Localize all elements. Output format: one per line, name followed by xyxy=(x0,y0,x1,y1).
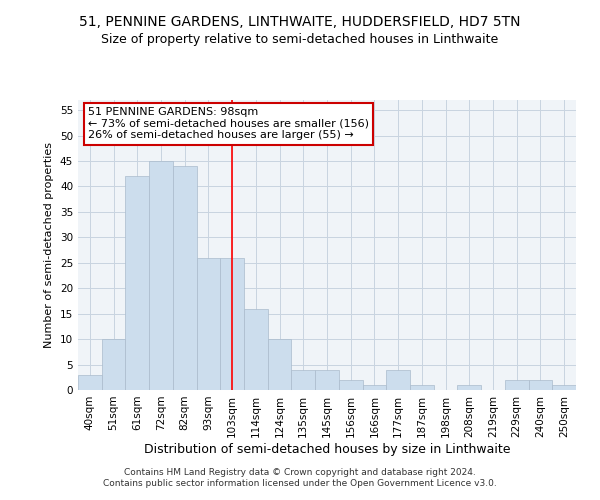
Bar xyxy=(78,374,102,390)
Bar xyxy=(386,370,410,390)
Text: 51 PENNINE GARDENS: 98sqm
← 73% of semi-detached houses are smaller (156)
26% of: 51 PENNINE GARDENS: 98sqm ← 73% of semi-… xyxy=(88,108,369,140)
Bar xyxy=(552,385,576,390)
Bar xyxy=(362,385,386,390)
Y-axis label: Number of semi-detached properties: Number of semi-detached properties xyxy=(44,142,55,348)
Bar xyxy=(457,385,481,390)
Bar xyxy=(505,380,529,390)
Bar xyxy=(315,370,339,390)
Bar xyxy=(339,380,362,390)
Bar xyxy=(410,385,434,390)
Bar xyxy=(197,258,220,390)
Text: 51, PENNINE GARDENS, LINTHWAITE, HUDDERSFIELD, HD7 5TN: 51, PENNINE GARDENS, LINTHWAITE, HUDDERS… xyxy=(79,15,521,29)
Bar xyxy=(529,380,552,390)
Bar xyxy=(244,308,268,390)
Bar xyxy=(292,370,315,390)
Text: Contains HM Land Registry data © Crown copyright and database right 2024.
Contai: Contains HM Land Registry data © Crown c… xyxy=(103,468,497,487)
Bar xyxy=(125,176,149,390)
X-axis label: Distribution of semi-detached houses by size in Linthwaite: Distribution of semi-detached houses by … xyxy=(144,442,510,456)
Text: Size of property relative to semi-detached houses in Linthwaite: Size of property relative to semi-detach… xyxy=(101,32,499,46)
Bar xyxy=(173,166,197,390)
Bar xyxy=(220,258,244,390)
Bar xyxy=(102,339,125,390)
Bar xyxy=(268,339,292,390)
Bar xyxy=(149,161,173,390)
